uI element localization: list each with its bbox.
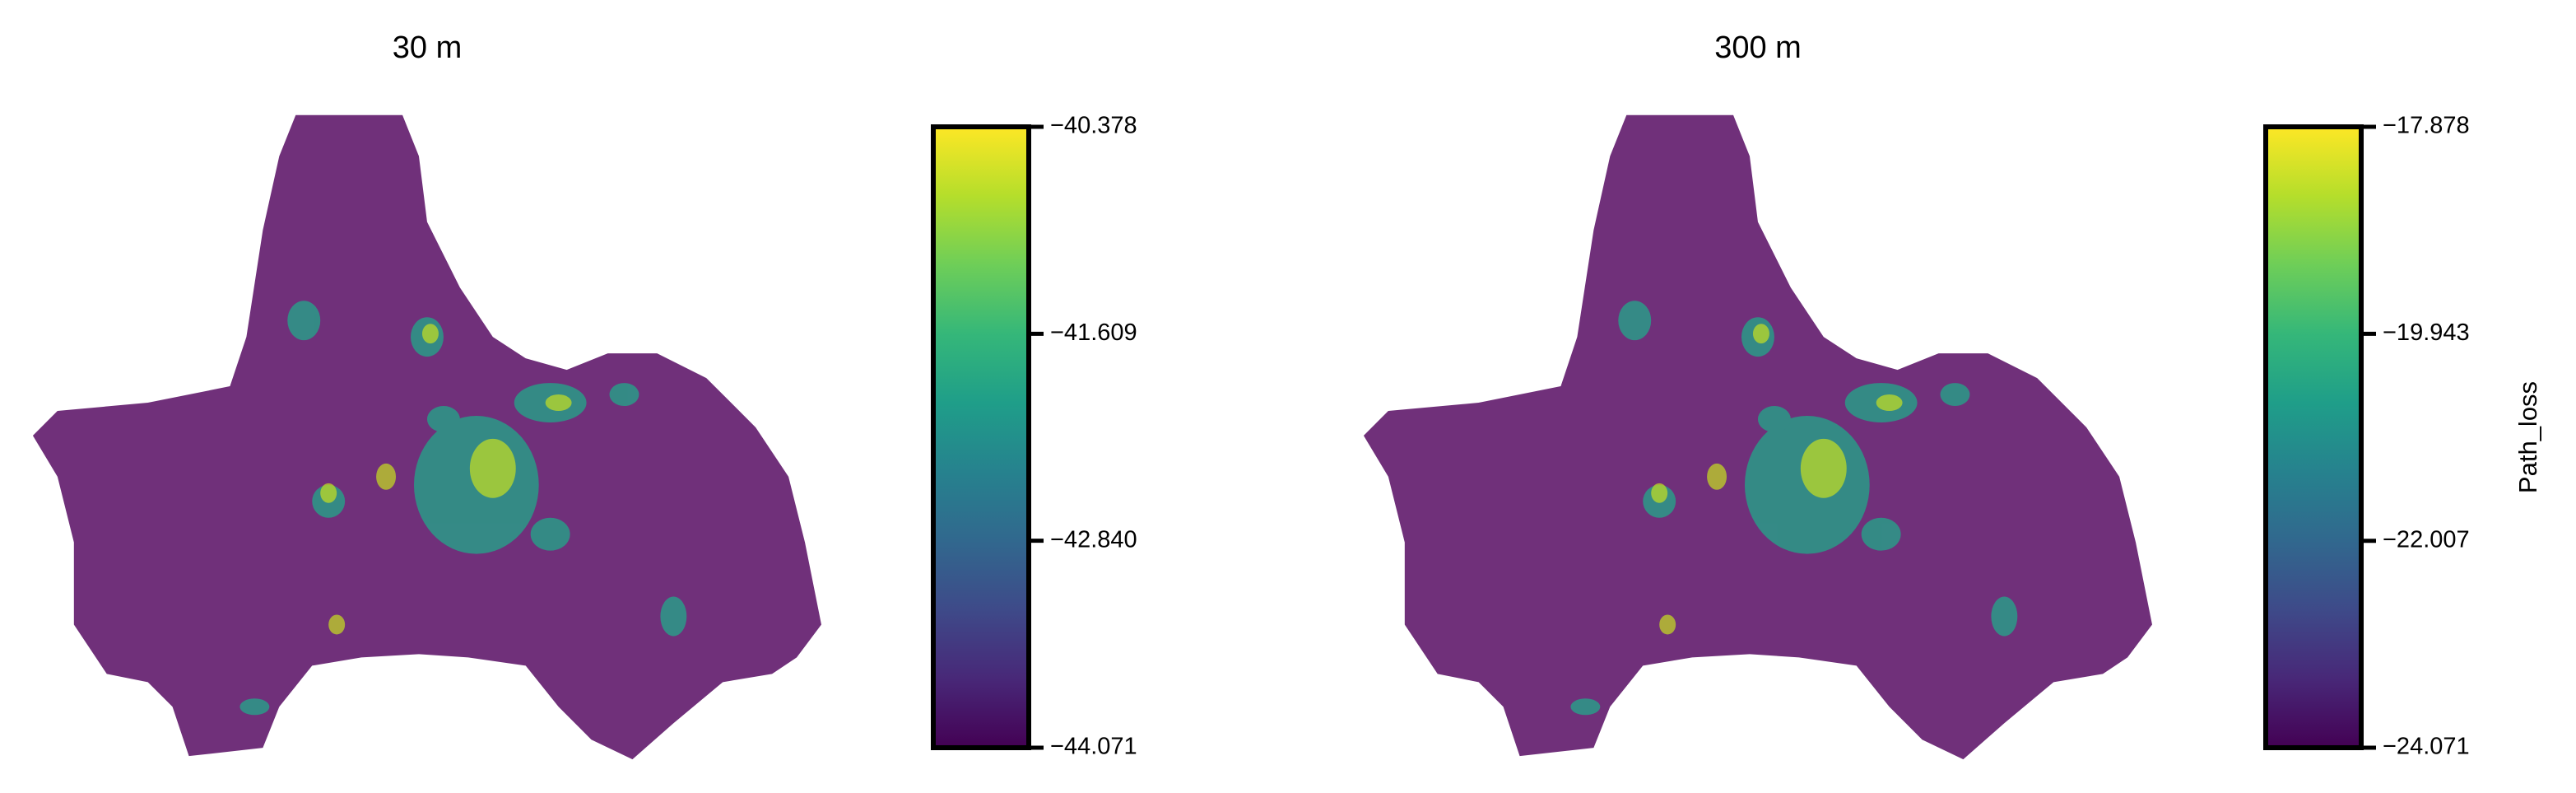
colorbar <box>931 124 1031 750</box>
colorbar-tick-label: −24.071 <box>2383 734 2470 760</box>
colorbar-tick-label: −17.878 <box>2383 113 2470 139</box>
colorbar-tick-label: −22.007 <box>2383 526 2470 553</box>
panel-title: 300 m <box>1714 30 1802 65</box>
map-panel <box>32 114 822 760</box>
colorbar-tick-label: −44.071 <box>1050 734 1137 760</box>
colorbar-tick-label: −42.840 <box>1050 526 1137 553</box>
colorbar-tick-label: −40.378 <box>1050 113 1137 139</box>
colorbar-tick-label: −41.609 <box>1050 320 1137 346</box>
panel-title: 30 m <box>393 30 462 65</box>
colorbar-tick-label: −19.943 <box>2383 320 2470 346</box>
colorbar <box>2263 124 2364 750</box>
colorbar-label: Path_loss <box>2513 381 2542 493</box>
map-panel <box>1363 114 2152 760</box>
